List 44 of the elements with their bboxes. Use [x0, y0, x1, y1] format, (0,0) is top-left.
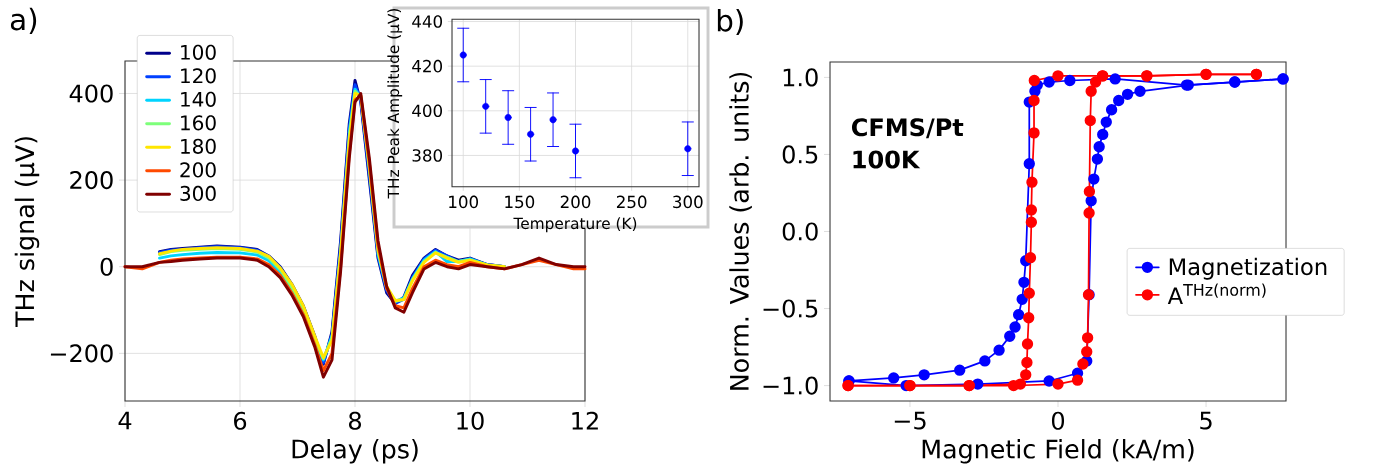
y-tick-label: 0	[100, 257, 113, 276]
y-tick-label: 0.0	[782, 222, 818, 241]
y-tick-label: 0.5	[782, 145, 818, 164]
legend-label: 100	[181, 44, 216, 60]
x-tick-label: 5	[1200, 411, 1212, 430]
text: a)	[10, 7, 37, 34]
text: b)	[717, 8, 743, 36]
y-tick-label: 380	[412, 149, 443, 162]
y-tick-label: 440	[412, 15, 443, 28]
y-tick-label: −200	[50, 344, 113, 363]
legend-label: A$^{THz(norm)}$	[1167, 283, 1266, 304]
x-tick-label: 200	[560, 195, 591, 209]
x-tick-label: 8	[349, 411, 361, 430]
y-tick-label: −0.5	[763, 299, 818, 318]
annotation: 100K	[853, 150, 921, 169]
x-tick-label: 10	[457, 411, 484, 430]
x-tick-label: 0	[1051, 411, 1065, 430]
annotation: CFMS/Pt	[851, 118, 964, 139]
legend-label: 200	[180, 162, 216, 178]
legend-label: 120	[181, 68, 216, 84]
y-tick-label: 1.0	[783, 68, 818, 87]
y-tick-label: 420	[412, 59, 443, 73]
y-axis-title: THz Peak Amplitude (μV)	[387, 8, 403, 199]
x-tick-label: 12	[572, 411, 598, 430]
y-tick-label: 400	[69, 84, 113, 103]
legend-label: 140	[181, 91, 216, 107]
y-tick-label: −1.0	[763, 376, 818, 395]
x-tick-label: −5	[894, 411, 926, 430]
x-axis-title: Magnetic Field (kA/m)	[922, 439, 1194, 464]
legend-label: 160	[181, 115, 216, 131]
x-tick-label: 6	[234, 411, 247, 430]
x-tick-label: 150	[505, 195, 535, 209]
x-tick-label: 300	[673, 195, 703, 209]
y-axis-title: Norm. Values (arb. units)	[729, 72, 752, 390]
x-axis-title: Delay (ps)	[292, 439, 418, 464]
y-tick-label: 200	[70, 171, 113, 190]
y-tick-label: 400	[412, 104, 443, 118]
y-axis-title: THz signal (μV)	[14, 137, 40, 328]
legend-label: Magnetization	[1169, 257, 1327, 280]
x-axis-title: Temperature (K)	[513, 217, 637, 233]
x-tick-label: 4	[118, 411, 132, 430]
x-tick-label: 100	[449, 195, 479, 209]
x-tick-label: 250	[616, 195, 647, 209]
legend-label: 180	[181, 138, 216, 154]
